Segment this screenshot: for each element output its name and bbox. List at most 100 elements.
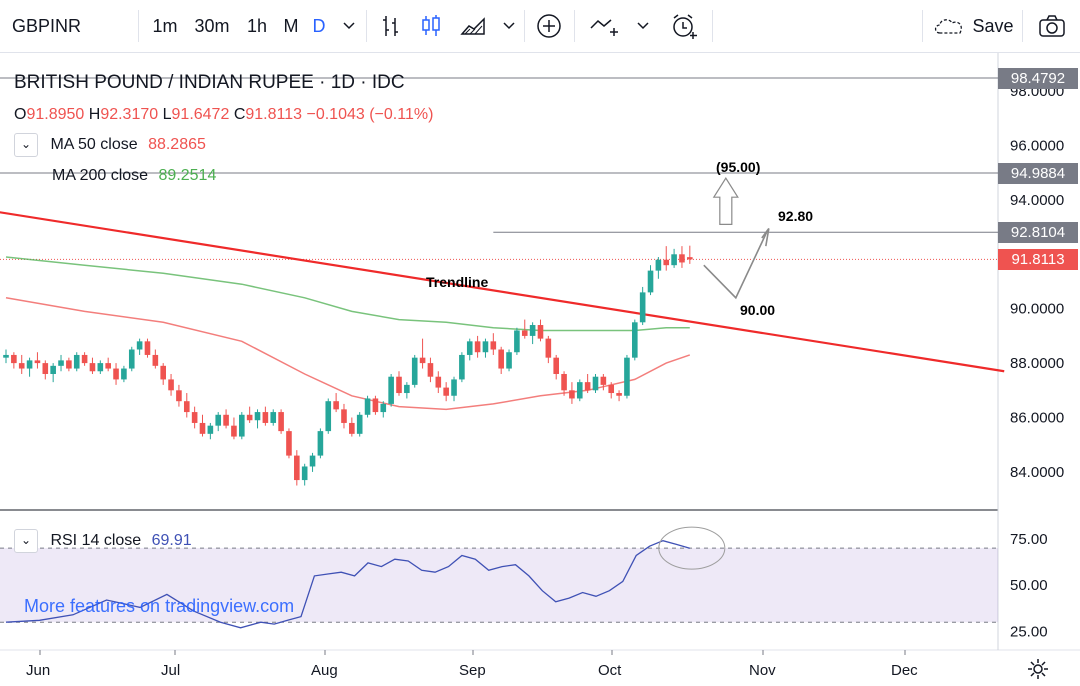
candle-body: [309, 455, 316, 467]
gear-icon[interactable]: [1026, 657, 1052, 683]
top-toolbar: GBPINR 1m 30m 1h M D Save: [0, 0, 1080, 53]
candle-body: [97, 363, 104, 372]
candle-body: [207, 425, 214, 434]
rsi-collapse-chevron-icon[interactable]: ⌄: [14, 529, 38, 553]
ohlc-readout: O91.8950 H92.3170 L91.6472 C91.8113 −0.1…: [14, 106, 433, 124]
rsi-axis-tick: 25.00: [1010, 623, 1048, 640]
candle-body: [396, 376, 402, 394]
candle-body: [537, 325, 544, 339]
compare-symbol-icon[interactable]: [584, 0, 628, 52]
price-chart[interactable]: Trendline (95.00) 92.80 90.00 84.0000 86.0000…: [0, 53, 1080, 685]
toolbar-divider: [1022, 10, 1023, 42]
bars-style-icon[interactable]: [374, 0, 408, 52]
time-axis-tick: Oct: [598, 662, 622, 679]
rsi-band: [0, 548, 998, 623]
candle-body: [278, 412, 284, 432]
candle-body: [608, 384, 615, 394]
ma200-name: MA 200 close: [52, 167, 149, 184]
candle-body: [270, 412, 277, 423]
camera-icon[interactable]: [1032, 0, 1072, 52]
candle-body: [506, 352, 512, 369]
candle-body: [144, 341, 151, 355]
candle-body: [443, 387, 449, 396]
candle-body: [121, 368, 127, 380]
projection-arrowhead: [761, 227, 770, 247]
candle-body: [325, 401, 332, 432]
open-label: O: [14, 106, 27, 123]
candle-body: [18, 363, 25, 369]
candle-body: [254, 412, 261, 421]
candle-body: [600, 376, 607, 385]
price-axis-tick: 88.0000: [1010, 355, 1064, 372]
candle-body: [419, 357, 426, 364]
ma50-value: 88.2865: [148, 136, 206, 154]
symbol-title: BRITISH POUND / INDIAN RUPEE · 1D · IDC: [14, 72, 405, 93]
ma50-name: MA 50 close: [50, 136, 138, 154]
interval-1h[interactable]: 1h: [246, 15, 268, 36]
candle-body: [81, 354, 88, 364]
candle-body: [632, 322, 638, 358]
target-9280-label: 92.80: [778, 208, 813, 224]
candle-body: [679, 254, 685, 263]
interval-1m[interactable]: 1m: [152, 15, 178, 36]
chart-style-chevron-down-icon[interactable]: [496, 0, 522, 52]
candles-style-icon[interactable]: [414, 0, 448, 52]
candle-body: [3, 354, 9, 358]
candle-body: [333, 401, 339, 410]
add-indicator-plus-icon[interactable]: [532, 0, 566, 52]
time-axis-tick: Jul: [161, 662, 180, 679]
candle-body: [160, 365, 166, 380]
candle-body: [105, 363, 111, 369]
price-axis-label: 98.4792: [998, 68, 1078, 90]
toolbar-divider: [366, 10, 367, 42]
candle-body: [294, 455, 300, 481]
interval-30m[interactable]: 30m: [194, 15, 230, 36]
save-label: Save: [972, 15, 1014, 36]
interval-chevron-down-icon[interactable]: [336, 0, 362, 52]
compare-chevron-down-icon[interactable]: [630, 0, 656, 52]
price-axis-tick: 86.0000: [1010, 410, 1064, 427]
candle-body: [341, 409, 347, 423]
candle-body: [459, 354, 465, 380]
candle-body: [239, 414, 245, 437]
alarm-clock-icon[interactable]: [664, 0, 704, 52]
candle-body: [624, 357, 630, 396]
interval-month[interactable]: M: [283, 15, 299, 36]
high-label: H: [88, 106, 101, 123]
target-95-label: (95.00): [716, 159, 760, 175]
candle-body: [616, 393, 622, 396]
rsi-highlight-ellipse: [658, 526, 726, 570]
legend-collapse-chevron-icon[interactable]: ⌄: [14, 133, 38, 157]
price-axis-tick: 84.0000: [1010, 464, 1064, 481]
save-button[interactable]: Save: [930, 0, 1016, 52]
time-axis-tick: Nov: [749, 662, 776, 679]
rsi-axis-tick: 50.00: [1010, 577, 1048, 594]
interval-day[interactable]: D: [312, 15, 326, 36]
candle-body: [427, 363, 434, 377]
price-axis-tick: 96.0000: [1010, 137, 1064, 154]
close-label: C: [233, 106, 246, 123]
candle-body: [663, 259, 670, 266]
candle-body: [584, 382, 591, 391]
candle-body: [73, 354, 80, 369]
watermark-link[interactable]: More features on tradingview.com: [24, 596, 295, 616]
ma200-line: [5, 256, 690, 332]
candle-body: [545, 338, 552, 358]
candle-body: [89, 363, 96, 372]
candle-body: [451, 379, 457, 396]
symbol-search[interactable]: GBPINR: [12, 15, 82, 36]
candle-body: [498, 349, 504, 369]
candle-body: [380, 403, 387, 413]
candle-body: [128, 349, 135, 369]
trendline-label: Trendline: [426, 274, 488, 290]
candle-body: [521, 330, 528, 336]
candle-body: [671, 254, 677, 266]
candle-body: [152, 354, 159, 366]
area-style-icon[interactable]: [456, 0, 490, 52]
candle-body: [199, 422, 206, 434]
candle-body: [411, 357, 418, 385]
price-axis-tick: 90.0000: [1010, 301, 1064, 318]
candle-body: [404, 384, 410, 394]
ma200-value: 89.2514: [158, 167, 217, 184]
candle-body: [514, 330, 520, 353]
